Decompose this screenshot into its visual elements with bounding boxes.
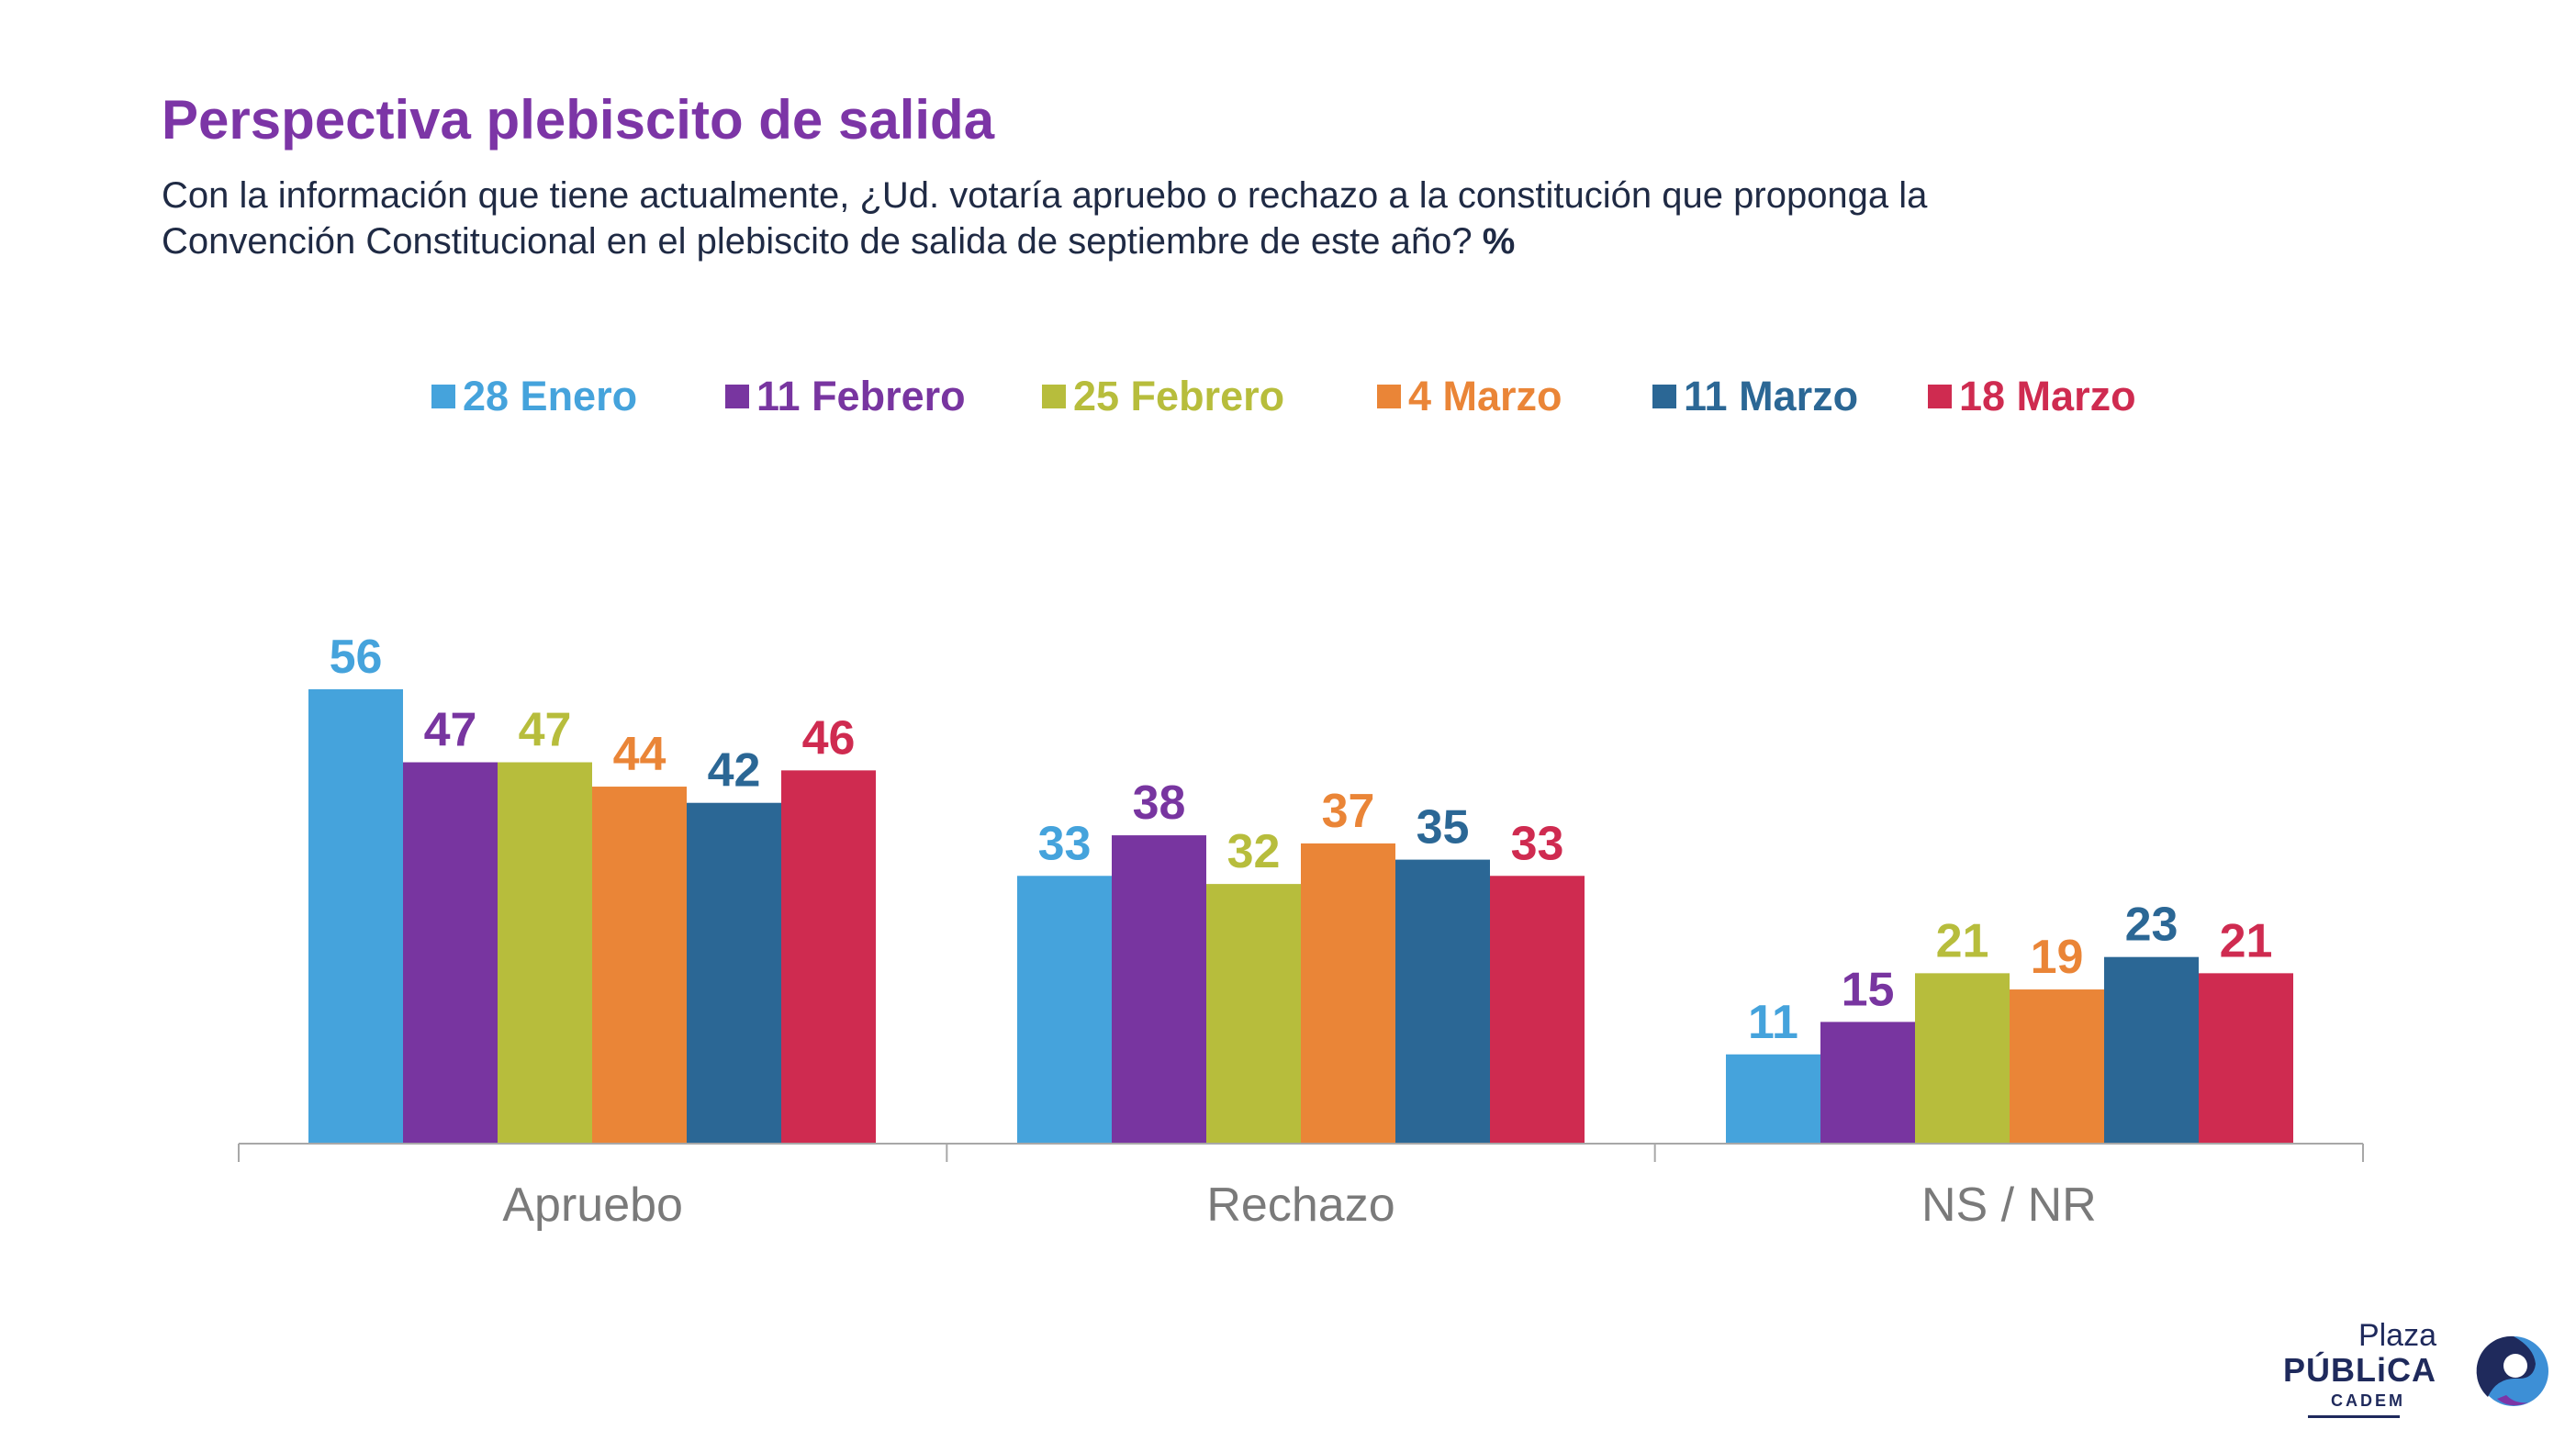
category-label: Rechazo [1206, 1178, 1394, 1232]
legend-swatch [1377, 385, 1401, 408]
subtitle-line-2: Convención Constitucional en el plebisci… [162, 221, 1473, 262]
bar [2010, 989, 2104, 1144]
category-label: Apruebo [502, 1178, 683, 1232]
chart-subtitle: Con la información que tiene actualmente… [162, 173, 2457, 264]
bar [498, 762, 592, 1144]
legend-swatch [725, 385, 749, 408]
subtitle-unit: % [1482, 221, 1516, 262]
data-label: 15 [1842, 963, 1895, 1016]
bar [592, 787, 687, 1144]
bar [1915, 973, 2010, 1144]
legend-item: 25 Febrero [1042, 369, 1284, 424]
chart-title: Perspectiva plebiscito de salida [162, 89, 995, 151]
subtitle-line-1: Con la información que tiene actualmente… [162, 175, 1928, 216]
bar [2199, 973, 2293, 1144]
legend-item: 11 Febrero [725, 369, 966, 424]
data-label: 33 [1511, 817, 1564, 870]
data-label: 38 [1133, 776, 1186, 830]
legend-label: 25 Febrero [1073, 373, 1285, 419]
data-label: 21 [2220, 914, 2273, 967]
data-label: 33 [1038, 817, 1092, 870]
data-label: 32 [1227, 825, 1281, 878]
swirl-logo-icon [2476, 1335, 2548, 1406]
bar [1395, 859, 1490, 1144]
legend-item: 28 Enero [431, 369, 637, 424]
plaza-publica-logo: Plaza PÚBLiCA CADEM [2283, 1318, 2552, 1419]
legend-item: 18 Marzo [1928, 369, 2136, 424]
bar [2104, 956, 2199, 1144]
legend-item: 11 Marzo [1652, 369, 1858, 424]
bar [1490, 876, 1585, 1144]
chart-legend: 28 Enero 11 Febrero 25 Febrero 4 Marzo 11 Ma… [0, 369, 2576, 424]
legend-swatch [431, 385, 455, 408]
data-label: 47 [519, 704, 572, 757]
logo-cadem-text: CADEM [2331, 1391, 2405, 1410]
logo-underline [2308, 1415, 2400, 1418]
bar [1726, 1054, 1820, 1144]
data-label: 44 [613, 728, 666, 781]
bar [1820, 1022, 1915, 1144]
legend-item: 4 Marzo [1377, 369, 1562, 424]
data-label: 23 [2125, 899, 2178, 952]
bar [1301, 843, 1395, 1144]
data-label: 56 [330, 631, 383, 684]
logo-plaza-text: Plaza [2358, 1318, 2436, 1353]
legend-label: 11 Marzo [1684, 373, 1859, 419]
data-label: 11 [1748, 996, 1798, 1049]
data-label: 47 [424, 704, 477, 757]
bar [308, 688, 403, 1144]
legend-label: 28 Enero [463, 373, 638, 419]
bar [687, 802, 781, 1144]
data-label: 37 [1322, 785, 1375, 838]
bar [403, 762, 498, 1144]
legend-label: 4 Marzo [1408, 373, 1562, 419]
category-label: NS / NR [1921, 1178, 2097, 1232]
bar [781, 770, 876, 1144]
data-label: 21 [1936, 914, 1989, 967]
legend-swatch [1042, 385, 1066, 408]
data-label: 35 [1417, 801, 1470, 855]
legend-swatch [1928, 385, 1952, 408]
legend-label: 18 Marzo [1959, 373, 2136, 419]
bar [1206, 884, 1301, 1144]
data-label: 19 [2031, 931, 2084, 984]
legend-label: 11 Febrero [756, 373, 966, 419]
data-label: 42 [708, 744, 761, 798]
data-label: 46 [802, 711, 856, 765]
legend-swatch [1652, 385, 1676, 408]
logo-publica-text: PÚBLiCA [2283, 1351, 2436, 1389]
bar [1112, 835, 1206, 1144]
bar [1017, 876, 1112, 1144]
